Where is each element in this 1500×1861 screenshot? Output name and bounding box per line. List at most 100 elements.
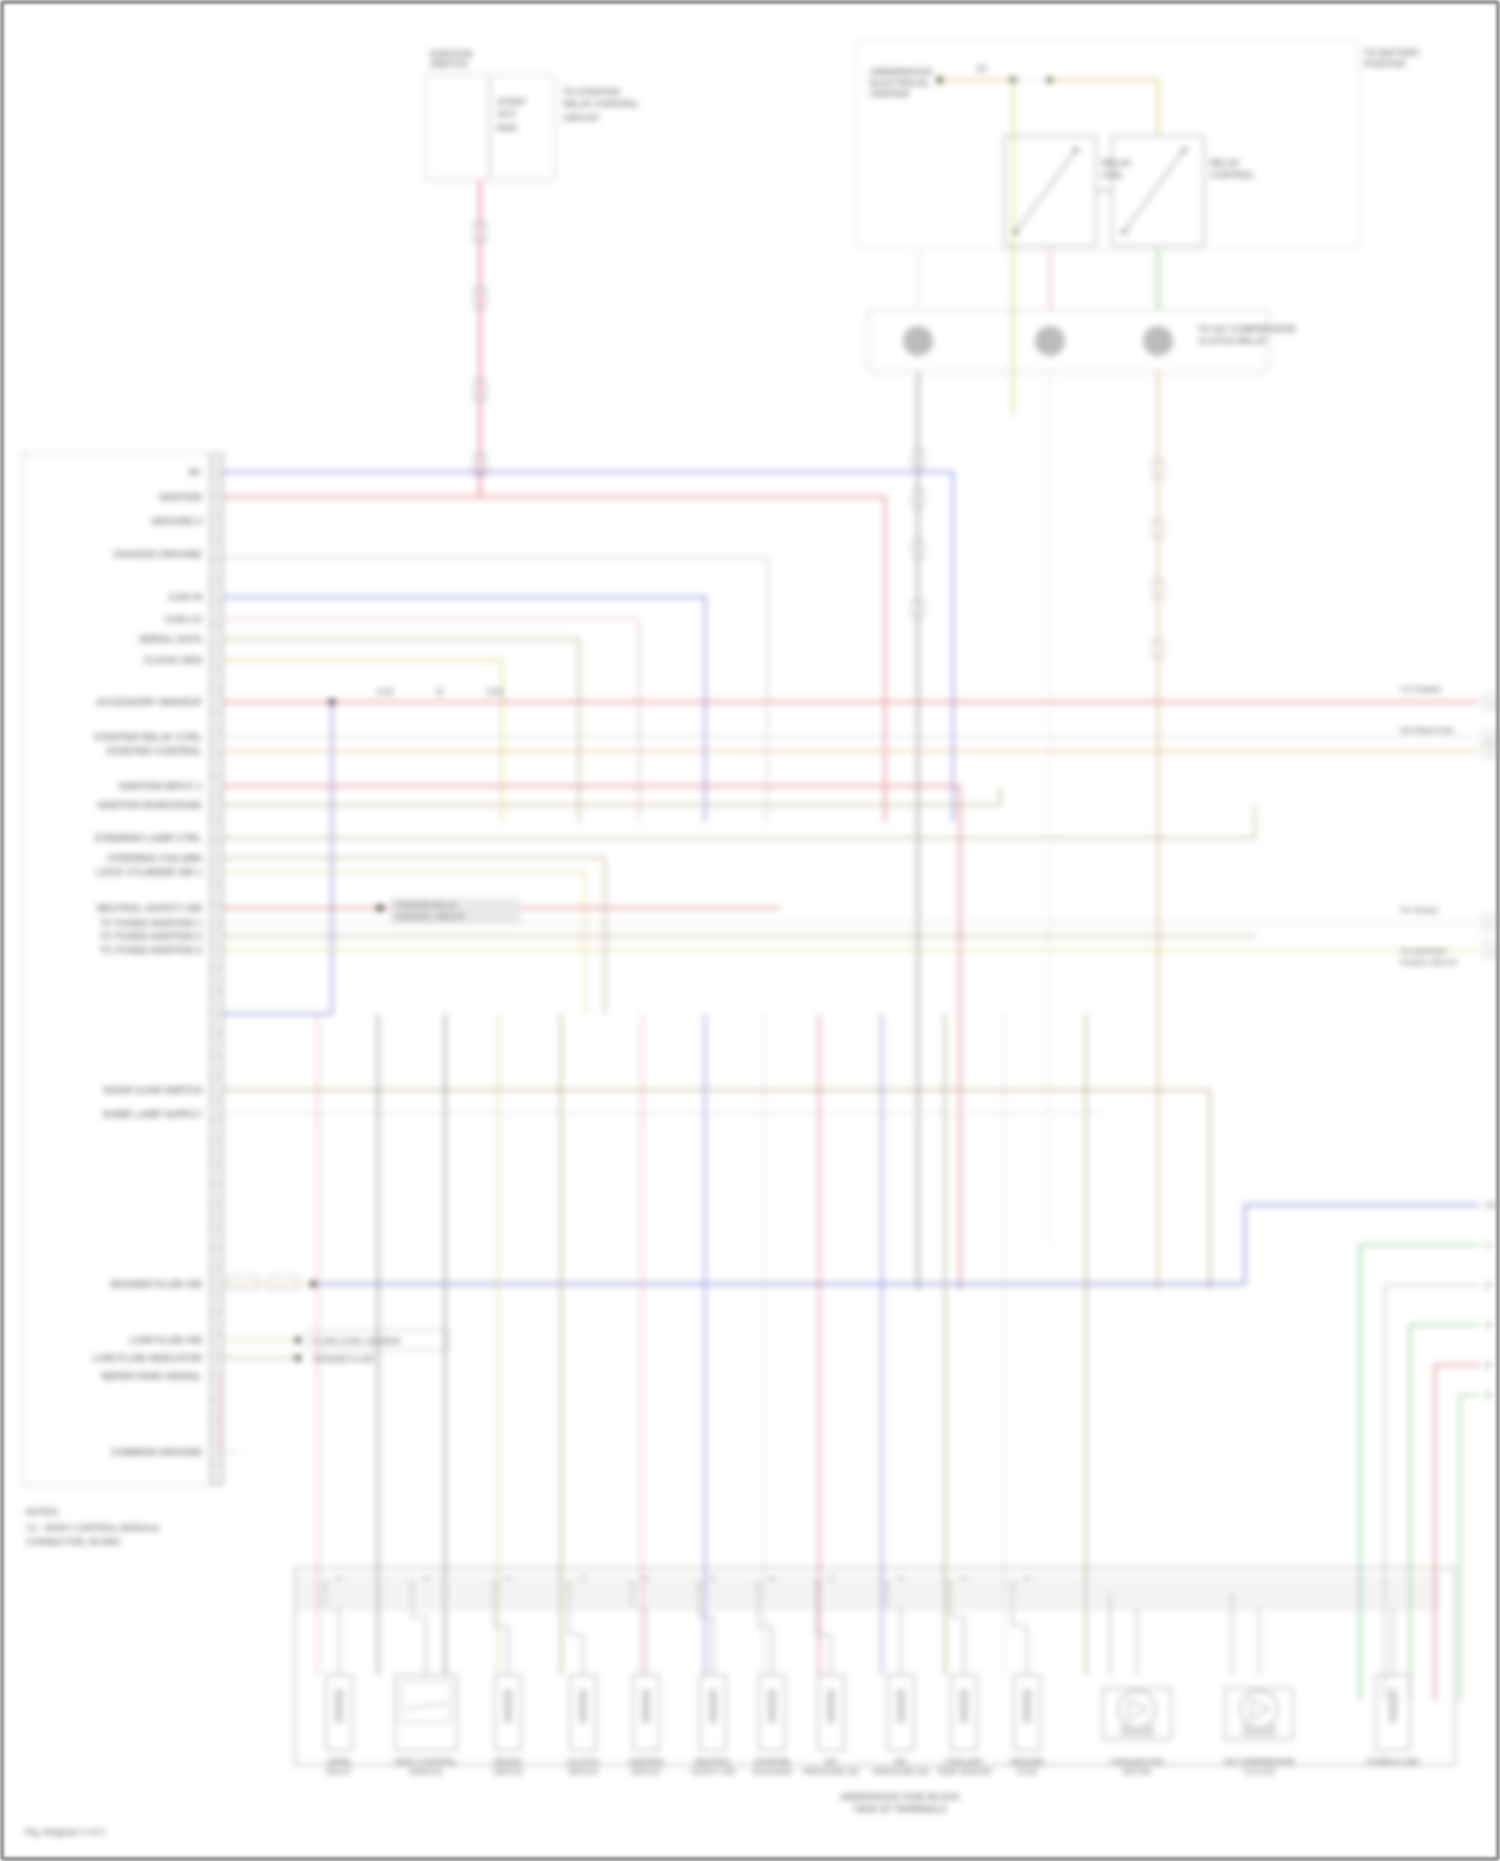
svg-text:DISTRIBUTION: DISTRIBUTION — [1400, 726, 1453, 735]
svg-text:CAN LO: CAN LO — [165, 615, 203, 626]
svg-text:LOCK CYLINDER SW 1: LOCK CYLINDER SW 1 — [96, 868, 203, 879]
svg-text:ELECTRICAL: ELECTRICAL — [870, 78, 930, 89]
svg-text:1: 1 — [1488, 749, 1492, 756]
svg-text:STUD: STUD — [1017, 1767, 1038, 1776]
svg-text:OIL: OIL — [895, 1757, 908, 1766]
svg-text:CLOCK GEN: CLOCK GEN — [144, 656, 202, 667]
svg-text:POSITIVE: POSITIVE — [1364, 59, 1406, 69]
svg-text:CENTER: CENTER — [870, 89, 909, 100]
svg-text:STARTER CONTROL: STARTER CONTROL — [106, 747, 202, 758]
svg-text:UNDERHOOD FUSE BLOCK: UNDERHOOD FUSE BLOCK — [840, 1792, 961, 1802]
svg-text:S105: S105 — [376, 687, 393, 696]
svg-text:CHASSIS GROUND: CHASSIS GROUND — [113, 550, 202, 561]
svg-text:SERIAL DATA: SERIAL DATA — [138, 635, 202, 646]
svg-text:1: 1 — [1488, 700, 1492, 707]
svg-text:NEUTRAL SAFETY SW: NEUTRAL SAFETY SW — [97, 904, 203, 915]
svg-text:LOW FLUID SW: LOW FLUID SW — [130, 1336, 203, 1347]
svg-text:4: 4 — [1486, 1361, 1491, 1370]
svg-text:1: 1 — [1488, 921, 1492, 928]
svg-text:TO IGNITION: TO IGNITION — [1400, 947, 1446, 956]
svg-text:COOLANT: COOLANT — [945, 1757, 983, 1766]
svg-text:FUSED CIRCUIT: FUSED CIRCUIT — [1400, 958, 1458, 967]
svg-text:NOTES:: NOTES: — [26, 1507, 60, 1517]
svg-text:CLUTCH: CLUTCH — [567, 1757, 598, 1766]
svg-text:CONTROL: CONTROL — [1210, 170, 1255, 180]
svg-text:BRAKE: BRAKE — [494, 1757, 521, 1766]
svg-text:STARTER RELAY CTRL: STARTER RELAY CTRL — [94, 733, 202, 744]
svg-text:2: 2 — [1486, 1281, 1491, 1290]
svg-text:TO A/C COMPRESSOR: TO A/C COMPRESSOR — [1198, 324, 1296, 334]
svg-text:WASHER FLUID: WASHER FLUID — [313, 1355, 374, 1364]
svg-text:CLUTCH: CLUTCH — [1243, 1767, 1274, 1776]
svg-text:SWITCH: SWITCH — [631, 1767, 661, 1776]
svg-text:F5: F5 — [977, 64, 987, 74]
svg-text:RELAY: RELAY — [1102, 158, 1132, 168]
svg-text:CONTROL CIRCUIT: CONTROL CIRCUIT — [395, 912, 466, 921]
svg-text:TO BATTERY: TO BATTERY — [1364, 48, 1420, 58]
svg-text:LOW FLUID INDICATOR: LOW FLUID INDICATOR — [93, 1354, 202, 1365]
svg-text:3: 3 — [1486, 1321, 1491, 1330]
svg-text:CONNECTOR, 56-WAY: CONNECTOR, 56-WAY — [26, 1537, 122, 1547]
svg-text:GROUND 2: GROUND 2 — [151, 517, 202, 528]
svg-text:ACCESSORY WAKEUP: ACCESSORY WAKEUP — [96, 698, 203, 709]
svg-text:TEMP SENSOR: TEMP SENSOR — [936, 1767, 992, 1776]
svg-text:FUSIBLE LINK: FUSIBLE LINK — [1367, 1757, 1420, 1766]
svg-text:BODY CONTROL: BODY CONTROL — [395, 1757, 457, 1766]
svg-text:SOLENOID: SOLENOID — [752, 1767, 792, 1776]
svg-text:COIL: COIL — [1102, 170, 1124, 180]
svg-text:C2: C2 — [1486, 1201, 1497, 1210]
svg-text:GROUND: GROUND — [1010, 1757, 1044, 1766]
svg-text:ACC: ACC — [497, 109, 517, 119]
svg-text:HORN: HORN — [328, 1757, 350, 1766]
svg-text:C1 - BODY CONTROL MODULE: C1 - BODY CONTROL MODULE — [26, 1523, 160, 1533]
svg-text:PRESSURE SW: PRESSURE SW — [873, 1767, 930, 1776]
svg-text:CLUTCH RELAY: CLUTCH RELAY — [1198, 336, 1267, 346]
svg-text:CIRCUIT: CIRCUIT — [563, 113, 600, 123]
svg-text:NEUTRAL: NEUTRAL — [695, 1757, 732, 1766]
svg-text:COMMON GROUND: COMMON GROUND — [111, 1448, 202, 1459]
svg-text:IGNITION: IGNITION — [629, 1757, 663, 1766]
svg-text:STARTER: STARTER — [754, 1757, 790, 1766]
svg-text:MODULE: MODULE — [410, 1767, 443, 1776]
svg-text:RUN: RUN — [497, 123, 517, 133]
svg-text:1: 1 — [1488, 735, 1492, 742]
svg-text:B+: B+ — [189, 468, 202, 479]
svg-text:52: 52 — [436, 687, 444, 696]
svg-text:TO TRANS: TO TRANS — [1400, 906, 1438, 915]
svg-text:IGNITION: IGNITION — [159, 493, 202, 504]
svg-text:UNDERHOOD: UNDERHOOD — [870, 67, 932, 78]
svg-text:SAFETY SW: SAFETY SW — [691, 1767, 736, 1776]
svg-text:WIPER PARK SIGNAL: WIPER PARK SIGNAL — [102, 1372, 203, 1383]
svg-text:WASHER FLUID SW: WASHER FLUID SW — [110, 1280, 203, 1291]
svg-text:MOTOR: MOTOR — [1123, 1767, 1152, 1776]
svg-text:TC FUSED IGNITION 2: TC FUSED IGNITION 2 — [100, 932, 202, 943]
svg-text:TO POWER: TO POWER — [1400, 685, 1441, 694]
svg-text:TC FUSED IGNITION 3: TC FUSED IGNITION 3 — [100, 946, 203, 957]
svg-text:PRESSURE SW: PRESSURE SW — [803, 1767, 860, 1776]
svg-text:RELAY CONTROL: RELAY CONTROL — [563, 99, 640, 109]
svg-text:SWITCH: SWITCH — [493, 1767, 523, 1776]
svg-text:STARTER RELAY: STARTER RELAY — [395, 901, 457, 910]
svg-text:S106: S106 — [486, 687, 503, 696]
svg-text:STEERING COLUMN: STEERING COLUMN — [107, 854, 202, 865]
svg-text:VIEW OF TERMINALS: VIEW OF TERMINALS — [854, 1804, 947, 1814]
svg-text:TO STARTER: TO STARTER — [563, 87, 620, 97]
svg-text:FLUID LEVEL SENSOR: FLUID LEVEL SENSOR — [313, 1337, 401, 1346]
svg-text:TC FUSED IGNITION 1: TC FUSED IGNITION 1 — [100, 919, 203, 930]
svg-text:RELAY: RELAY — [326, 1767, 351, 1776]
svg-text:A/C COMPRESSOR: A/C COMPRESSOR — [1224, 1757, 1295, 1766]
svg-text:DOME LAMP SUPPLY: DOME LAMP SUPPLY — [102, 1110, 202, 1121]
svg-text:DOOR AJAR SWITCH: DOOR AJAR SWITCH — [103, 1086, 202, 1097]
svg-text:1: 1 — [1486, 1241, 1491, 1250]
svg-text:SWITCH: SWITCH — [430, 59, 468, 70]
svg-text:1: 1 — [1488, 948, 1492, 955]
svg-text:CAN HI: CAN HI — [169, 593, 203, 604]
svg-text:SWITCH: SWITCH — [568, 1767, 598, 1776]
svg-text:IGNITION INPUT 1: IGNITION INPUT 1 — [119, 782, 203, 793]
svg-text:STEERING LAMP CTRL: STEERING LAMP CTRL — [94, 834, 202, 845]
svg-text:RELAY: RELAY — [1210, 158, 1240, 168]
svg-text:COOLING FAN: COOLING FAN — [1111, 1757, 1164, 1766]
svg-text:Fig. Diagram 1 of 1: Fig. Diagram 1 of 1 — [25, 1827, 106, 1837]
svg-text:IGNITION RUN/CRANK: IGNITION RUN/CRANK — [98, 801, 202, 812]
svg-text:A/C: A/C — [824, 1757, 838, 1766]
